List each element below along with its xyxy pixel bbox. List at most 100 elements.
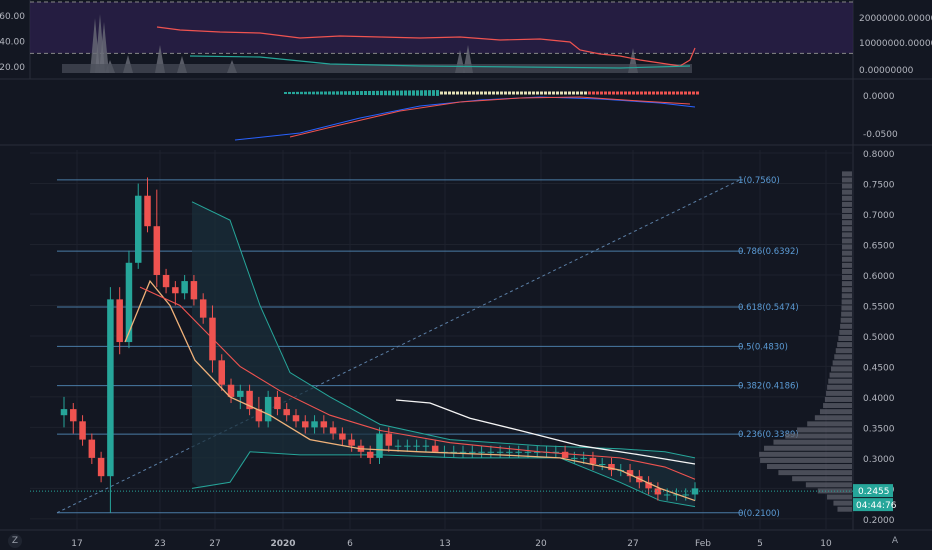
macd-histogram-bar [288,91,291,95]
candle-body [60,409,68,416]
macd-histogram-bar [572,91,575,95]
macd-histogram-bar [404,90,407,96]
candle-body [264,396,272,422]
candle-body [246,390,253,410]
candle-body [663,494,671,496]
macd-histogram-bar [368,90,371,96]
time-tick-label: 5 [757,539,763,549]
candle-body [422,445,430,447]
macd-histogram-bar [644,91,647,95]
rsi-tick-label: 20.00 [0,63,25,73]
ema-fast [124,279,696,502]
rsi-tick-label: 40.00 [0,38,25,48]
bollinger-upper [191,201,696,459]
macd-histogram-bar [396,90,399,96]
macd-histogram-bar [660,91,663,95]
volume-profile-bar [841,268,852,274]
macd-histogram-bar [516,91,519,95]
volume-profile-bar [841,238,852,244]
candle-body [478,451,485,453]
settings-corner-left[interactable]: Z [8,534,22,548]
time-tick-label: 27 [627,539,638,549]
price-tick-label: 0.4500 [863,363,895,373]
last-price-label: 0.2455 [858,487,890,497]
candle-body [153,226,161,275]
candle-body [487,451,495,453]
candle-body [144,195,151,227]
candle-body [320,421,328,428]
candle-body [125,262,133,343]
macd-histogram-bar [400,90,403,96]
fib-level-label: 0.618(0.5474) [738,303,799,313]
bollinger-fill [192,201,695,507]
volume-profile-bar [841,226,852,232]
macd-histogram-bar [412,90,415,96]
countdown-label: 04:44:76 [856,501,897,511]
macd-histogram-bar [624,91,627,95]
fib-level-label: 0(0.2100) [738,509,780,519]
macd-histogram-bar [692,91,695,95]
candle-body [515,451,522,453]
volume-profile-bar [828,378,852,384]
macd-histogram-bar [492,91,495,95]
volume-profile-bar [826,390,852,396]
macd-histogram-bar [672,91,675,95]
candle-body [97,457,105,477]
macd-histogram-bar [432,90,435,96]
macd-histogram-bar [520,91,523,95]
macd-histogram-bar [284,92,287,94]
volume-profile-bar [831,366,852,372]
macd-histogram-bar [576,91,579,95]
candle-body [552,451,560,453]
macd-histogram-bar [528,91,531,95]
candle-body [589,457,597,464]
candle-body [172,287,179,294]
macd-histogram-bar [596,91,599,95]
volume-profile-bar [842,201,852,207]
macd-histogram-bar [564,91,567,95]
time-tick-label: 10 [820,539,832,549]
time-tick-label: 17 [71,539,82,549]
macd-histogram-bar [640,91,643,95]
fib-level-label: 1(0.7560) [738,176,780,186]
macd-histogram-bar [496,91,499,95]
volume-profile-bar [827,494,852,500]
macd-histogram-bar [292,91,295,95]
candle-body [329,427,337,434]
volume-profile-bar [842,207,852,213]
macd-histogram-bar [364,91,367,95]
macd-histogram-bar [308,91,311,95]
volume-profile-bar [824,396,852,402]
macd-histogram-bar [356,91,359,95]
volume-profile-bar [819,409,852,415]
candle-body [311,421,318,428]
volume-profile-bar [837,342,852,348]
volume-profile-bar [842,183,852,189]
macd-histogram-bar [468,91,471,95]
macd-histogram-bar [664,91,667,95]
volume-profile-bar [778,470,852,476]
macd-histogram-bar [376,90,379,96]
volume-profile-bar [840,317,852,323]
macd-histogram-bar [328,91,331,95]
candle-body [162,274,170,288]
time-tick-label: Feb [695,539,711,549]
signal-line [289,96,691,138]
candle-body [598,463,606,465]
candle-body [431,445,439,452]
volume-profile-bar [764,445,852,451]
volume-profile-bar [840,323,852,329]
candle-body [348,439,355,446]
macd-histogram-bar [540,91,543,95]
time-tick-label: 27 [209,539,220,549]
volume-profile-bar [835,348,852,354]
candle-body [682,494,689,496]
candle-body [413,445,420,447]
volume-profile-bar [814,415,852,421]
macd-histogram-bar [424,90,427,96]
macd-histogram-bar [316,91,319,95]
auto-scale-button[interactable]: A [891,536,899,546]
volume-profile-bar [792,476,852,482]
price-tick-label: 0.3500 [863,424,895,434]
